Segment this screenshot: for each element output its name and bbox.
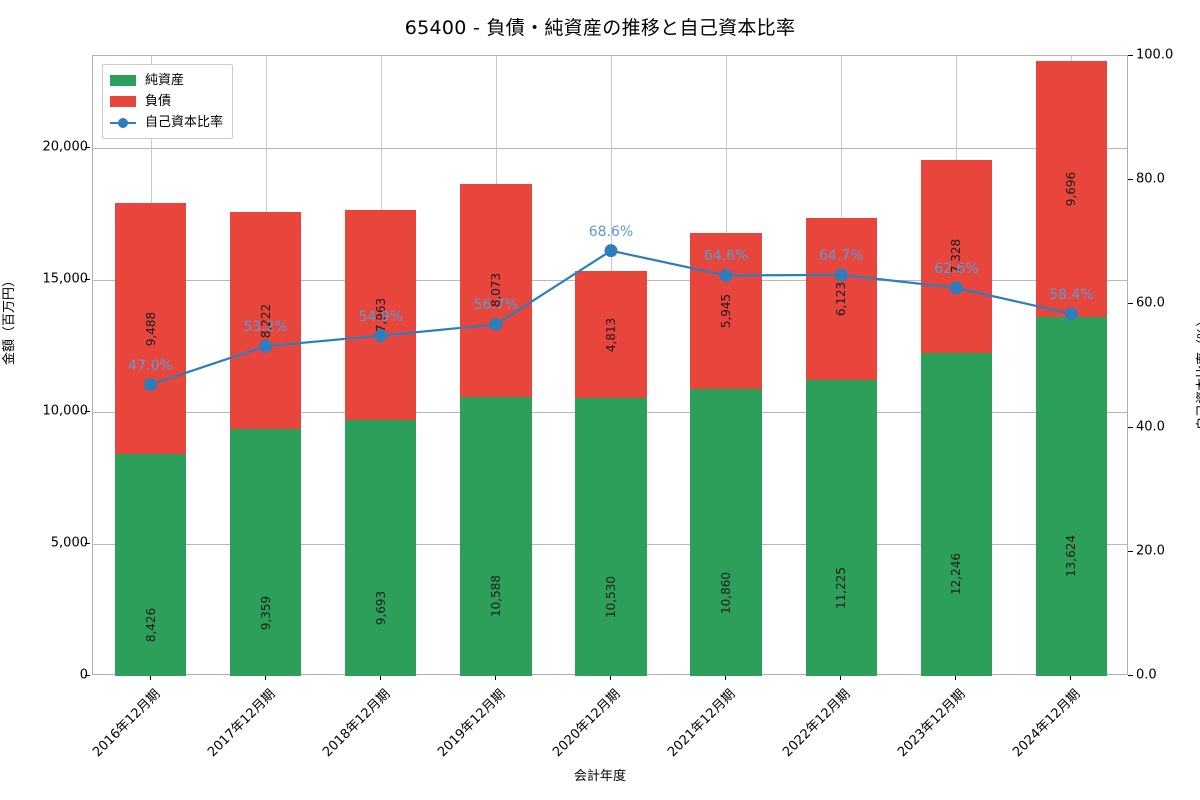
x-tick-label: 2019年12月期: [435, 686, 509, 761]
y-tick-label-right: 20.0: [1136, 543, 1165, 559]
legend-line-equity-ratio: [110, 117, 136, 128]
bar-segment-equity[interactable]: 9,359: [229, 429, 302, 676]
ratio-value-label: 68.6%: [588, 223, 634, 240]
bar-value-label-equity: 10,530: [603, 576, 618, 619]
legend-item-liabilities: 負債: [110, 91, 223, 112]
y-tick-mark-right: [1128, 675, 1133, 676]
x-tick-mark: [725, 675, 727, 680]
x-tick-label: 2021年12月期: [665, 686, 739, 761]
ratio-value-label: 58.4%: [1049, 286, 1094, 303]
x-tick-label: 2018年12月期: [319, 686, 394, 761]
bar-segment-equity[interactable]: 13,624: [1035, 316, 1108, 676]
y-tick-label-left: 10,000: [42, 403, 89, 419]
y-tick-label-right: 0.0: [1136, 667, 1157, 683]
y-tick-mark-right: [1128, 427, 1133, 428]
bar-value-label-liabilities: 5,945: [719, 293, 734, 329]
x-tick-mark: [840, 675, 842, 680]
y-tick-mark-left: [85, 279, 90, 281]
bar-value-label-equity: 13,624: [1064, 535, 1079, 578]
bar-value-label-equity: 11,225: [834, 566, 849, 609]
x-tick-mark: [264, 675, 266, 680]
x-tick-label: 2022年12月期: [780, 686, 854, 761]
bar-value-label-equity: 10,588: [488, 575, 503, 618]
ratio-value-label: 47.0%: [128, 357, 173, 374]
y-tick-mark-left: [85, 675, 90, 676]
bar-segment-liabilities[interactable]: 9,488: [114, 203, 187, 454]
legend-label-liabilities: 負債: [145, 93, 172, 109]
y-tick-label-left: 15,000: [42, 271, 89, 287]
chart-title: 65400 - 負債・純資産の推移と自己資本比率: [404, 17, 796, 39]
ratio-value-label: 62.6%: [934, 260, 979, 277]
x-tick-label: 2017年12月期: [204, 686, 279, 761]
legend-swatch-equity: [110, 75, 136, 86]
bar-value-label-liabilities: 4,813: [603, 317, 618, 352]
bar-value-label-liabilities: 9,696: [1064, 171, 1079, 206]
bar-segment-equity[interactable]: 10,588: [460, 396, 532, 676]
y-tick-mark-right: [1128, 179, 1133, 180]
bar-segment-liabilities[interactable]: 4,813: [575, 271, 647, 399]
y-tick-label-right: 80.0: [1136, 171, 1165, 187]
y-tick-mark-left: [85, 147, 90, 149]
plot-area: 8,426 9,488 9,359 8,222 9,693 7,963 10,588 8,07…: [92, 55, 1128, 676]
y-tick-label-left: 0: [79, 667, 88, 683]
ratio-value-label: 53.2%: [243, 319, 288, 336]
y-tick-label-left: 20,000: [42, 139, 89, 155]
x-tick-mark: [1070, 675, 1072, 680]
ratio-value-label: 54.9%: [358, 308, 404, 325]
x-tick-label: 2023年12月期: [895, 686, 969, 761]
gridline-horizontal: [93, 148, 1127, 150]
legend-item-equity-ratio: 自己資本比率: [110, 112, 223, 133]
bar-value-label-equity: 10,860: [719, 571, 734, 614]
x-tick-mark: [955, 675, 957, 680]
bar-segment-equity[interactable]: 10,530: [575, 398, 647, 676]
legend-line-marker: [118, 118, 128, 128]
x-tick-mark: [149, 675, 151, 680]
y-tick-label-right: 60.0: [1136, 295, 1165, 311]
bar-segment-equity[interactable]: 12,246: [920, 352, 992, 676]
bar-value-label-equity: 12,246: [949, 553, 964, 596]
legend-label-equity-ratio: 自己資本比率: [145, 114, 224, 130]
ratio-value-label: 64.7%: [818, 247, 864, 264]
ratio-value-label: 56.7%: [473, 297, 519, 314]
legend-label-equity: 純資産: [145, 72, 185, 88]
bar-segment-liabilities[interactable]: 7,328: [920, 159, 992, 353]
x-tick-mark: [610, 675, 611, 680]
bar-segment-liabilities[interactable]: 6,123: [805, 218, 877, 380]
bar-value-label-equity: 9,693: [373, 590, 388, 626]
bar-value-label-equity: 9,359: [258, 595, 273, 630]
bar-segment-liabilities[interactable]: 9,696: [1035, 60, 1108, 317]
bar-segment-equity[interactable]: 9,693: [345, 420, 417, 676]
bar-value-label-equity: 8,426: [143, 607, 158, 643]
y-axis-label-left: 金額（百万円）: [2, 273, 17, 365]
x-axis-label: 会計年度: [573, 769, 626, 784]
bar-segment-liabilities[interactable]: 8,073: [460, 183, 532, 397]
y-tick-mark-right: [1128, 551, 1133, 552]
x-tick-label: 2020年12月期: [550, 686, 624, 761]
x-tick-label: 2016年12月期: [89, 686, 163, 761]
y-axis-label-right: 自己資本比率（%）: [1196, 313, 1200, 430]
bar-segment-equity[interactable]: 11,225: [805, 379, 877, 676]
bar-segment-equity[interactable]: 10,860: [690, 389, 762, 676]
x-tick-mark: [379, 675, 381, 680]
y-tick-label-right: 40.0: [1136, 419, 1165, 435]
bar-value-label-liabilities: 6,123: [834, 281, 849, 317]
x-tick-label: 2024年12月期: [1010, 686, 1084, 761]
y-tick-mark-right: [1128, 55, 1133, 56]
y-tick-mark-left: [85, 411, 90, 413]
x-tick-mark: [494, 675, 496, 680]
bar-value-label-liabilities: 9,488: [143, 311, 158, 346]
legend-swatch-liabilities: [110, 96, 136, 107]
chart-legend: 純資産 負債 自己資本比率: [102, 64, 234, 139]
y-tick-label-left: 5,000: [50, 535, 88, 551]
y-tick-mark-right: [1128, 303, 1133, 304]
legend-item-equity: 純資産: [110, 70, 223, 91]
bar-segment-equity[interactable]: 8,426: [114, 453, 187, 676]
ratio-value-label: 64.6%: [703, 248, 749, 265]
y-tick-label-right: 100.0: [1136, 47, 1174, 63]
y-tick-mark-left: [85, 543, 90, 545]
